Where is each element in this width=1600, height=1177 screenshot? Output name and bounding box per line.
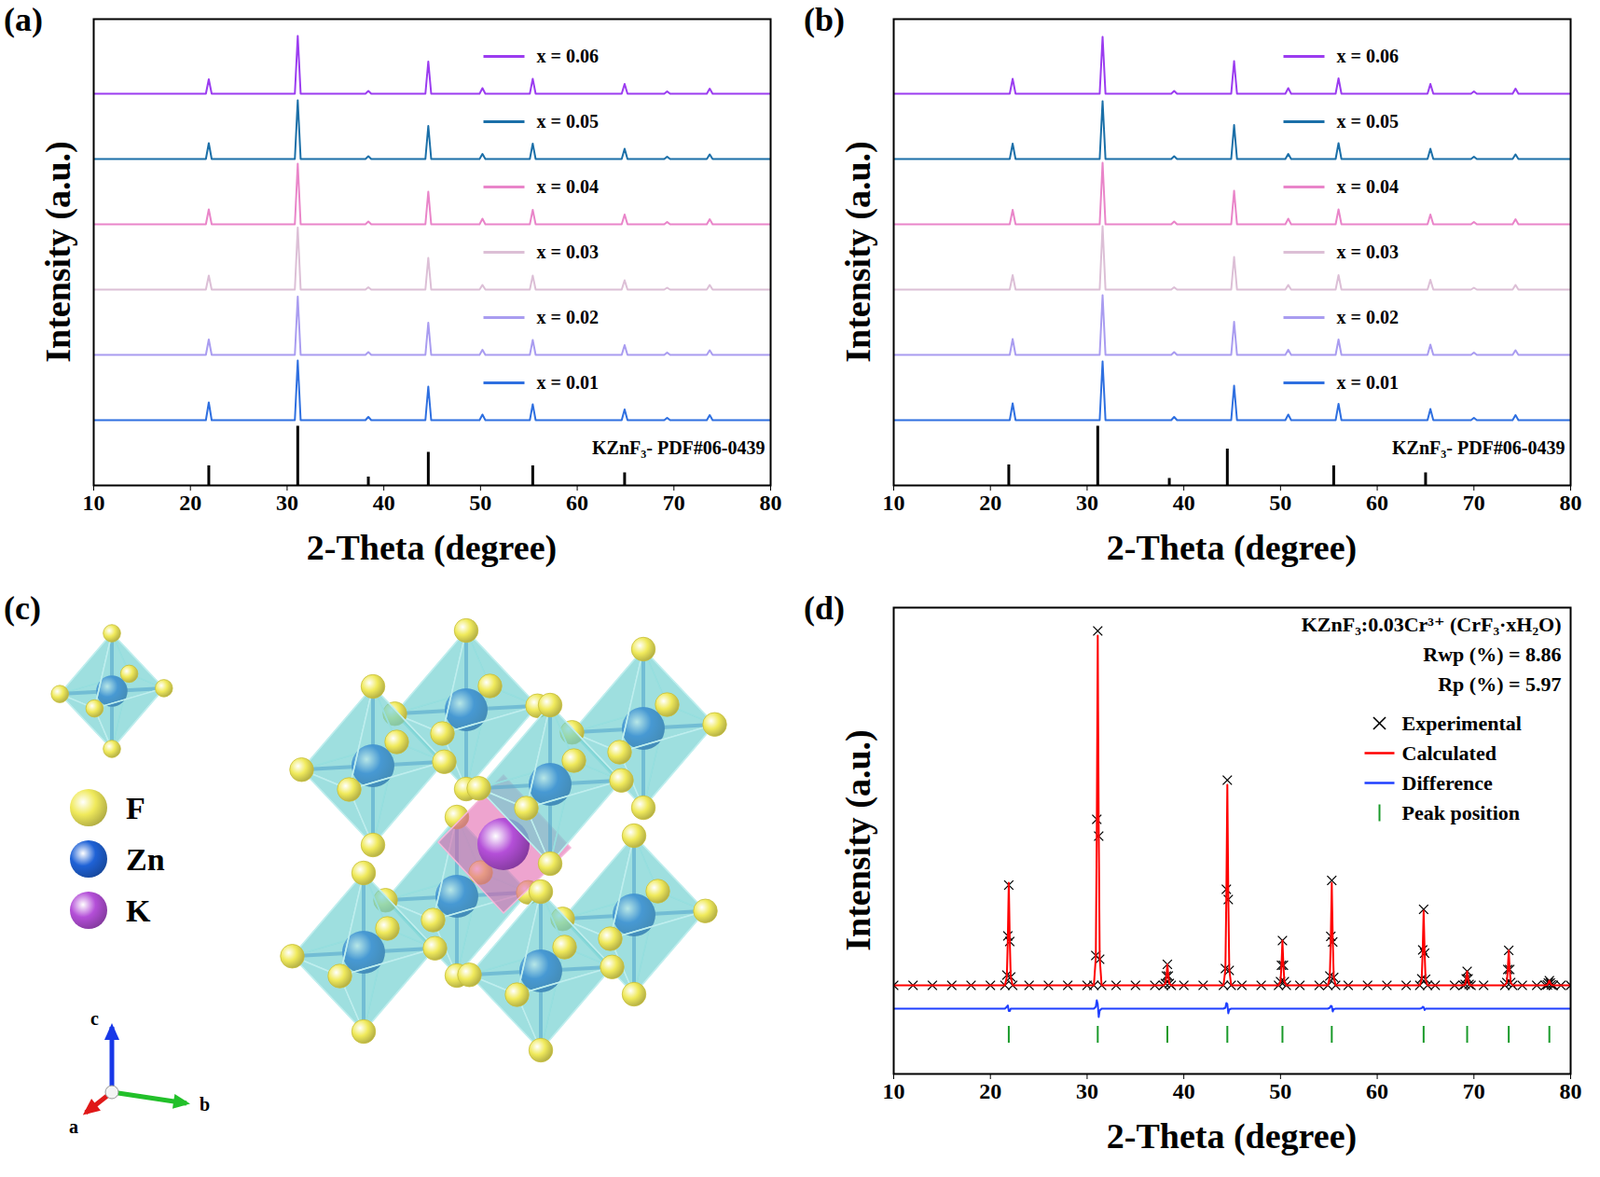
svg-text:10: 10 — [882, 1078, 906, 1104]
html-text:2-Theta (degree): 2-Theta (degree) — [1106, 1116, 1357, 1156]
svg-text:x = 0.04: x = 0.04 — [537, 176, 599, 197]
svg-text:x = 0.06: x = 0.06 — [1337, 45, 1399, 67]
svg-text:80: 80 — [1559, 1078, 1583, 1104]
svg-text:20: 20 — [979, 1078, 1002, 1104]
svg-text:x = 0.05: x = 0.05 — [1337, 110, 1399, 132]
svg-text:40: 40 — [1172, 490, 1196, 515]
svg-text:80: 80 — [759, 490, 783, 515]
svg-text:KZnF₃:0.03Cr³⁺ (CrF₃·xH₂O): KZnF₃:0.03Cr³⁺ (CrF₃·xH₂O) — [1301, 612, 1562, 636]
html-text:(a): (a) — [3, 0, 43, 39]
svg-text:Experimental: Experimental — [1402, 711, 1522, 735]
svg-text:Zn: Zn — [125, 841, 166, 877]
svg-text:Peak position: Peak position — [1402, 800, 1521, 825]
svg-text:Difference: Difference — [1402, 771, 1494, 795]
svg-text:Rwp (%) = 8.86: Rwp (%) = 8.86 — [1422, 642, 1561, 666]
svg-text:x = 0.03: x = 0.03 — [1337, 241, 1399, 263]
html-text:2-Theta (degree): 2-Theta (degree) — [306, 527, 557, 567]
svg-text:x = 0.06: x = 0.06 — [537, 45, 599, 67]
svg-text:40: 40 — [1172, 1078, 1196, 1104]
html-text:2-Theta (degree): 2-Theta (degree) — [1106, 527, 1357, 567]
html-text:Intensity (a.u.): Intensity (a.u.) — [38, 140, 78, 363]
svg-text:70: 70 — [662, 490, 686, 515]
svg-text:40: 40 — [372, 490, 396, 515]
svg-text:30: 30 — [275, 490, 299, 515]
svg-text:c: c — [90, 1007, 99, 1029]
svg-text:70: 70 — [1462, 490, 1486, 515]
svg-text:60: 60 — [1365, 1078, 1389, 1104]
svg-text:x = 0.03: x = 0.03 — [537, 241, 599, 263]
svg-text:50: 50 — [1268, 490, 1292, 515]
svg-text:K: K — [125, 893, 152, 928]
svg-text:60: 60 — [565, 490, 589, 515]
svg-text:b: b — [199, 1093, 210, 1115]
svg-text:70: 70 — [1462, 1078, 1486, 1104]
svg-text:10: 10 — [82, 490, 106, 515]
svg-text:20: 20 — [979, 490, 1002, 515]
svg-text:Calculated: Calculated — [1402, 741, 1497, 765]
svg-text:30: 30 — [1075, 490, 1099, 515]
html-text:(c): (c) — [3, 589, 42, 627]
svg-text:60: 60 — [1365, 490, 1389, 515]
svg-text:x = 0.01: x = 0.01 — [537, 372, 599, 393]
html-text:Intensity (a.u.): Intensity (a.u.) — [838, 140, 878, 363]
svg-text:a: a — [68, 1116, 79, 1137]
svg-text:80: 80 — [1559, 490, 1583, 515]
svg-text:F: F — [125, 790, 146, 826]
svg-text:30: 30 — [1075, 1078, 1099, 1104]
svg-text:x = 0.02: x = 0.02 — [1337, 306, 1399, 328]
svg-text:x = 0.04: x = 0.04 — [1337, 176, 1399, 197]
svg-text:Rp (%) = 5.97: Rp (%) = 5.97 — [1437, 672, 1561, 696]
svg-text:50: 50 — [468, 490, 492, 515]
html-text:(d): (d) — [803, 589, 845, 627]
svg-text:10: 10 — [882, 490, 906, 515]
svg-text:KZnF₃- PDF#06-0439: KZnF₃- PDF#06-0439 — [592, 437, 765, 458]
svg-text:20: 20 — [179, 490, 202, 515]
svg-text:KZnF₃- PDF#06-0439: KZnF₃- PDF#06-0439 — [1392, 437, 1565, 458]
html-text:Intensity (a.u.): Intensity (a.u.) — [838, 729, 878, 951]
svg-text:x = 0.01: x = 0.01 — [1337, 372, 1399, 393]
html-text:(b): (b) — [803, 0, 845, 39]
svg-text:50: 50 — [1268, 1078, 1292, 1104]
svg-text:x = 0.05: x = 0.05 — [537, 110, 599, 132]
svg-text:x = 0.02: x = 0.02 — [537, 306, 599, 328]
